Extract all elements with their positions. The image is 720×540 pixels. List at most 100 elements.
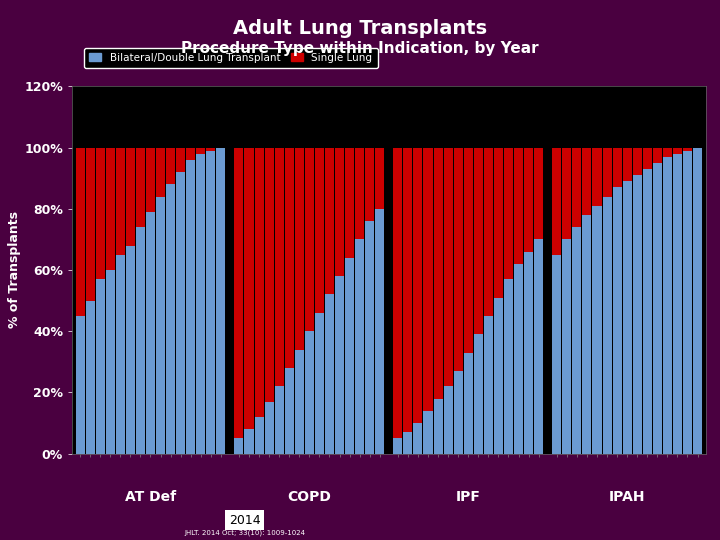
- Bar: [593, 206, 601, 454]
- Bar: [345, 258, 354, 454]
- Bar: [206, 151, 215, 454]
- Bar: [623, 147, 631, 181]
- Bar: [206, 147, 215, 151]
- Bar: [106, 147, 114, 270]
- Bar: [423, 411, 433, 454]
- Bar: [274, 386, 284, 454]
- Bar: [106, 270, 114, 454]
- Bar: [454, 371, 463, 454]
- Text: IPAH: IPAH: [609, 490, 645, 504]
- Bar: [315, 313, 324, 454]
- Bar: [216, 147, 225, 454]
- Bar: [365, 221, 374, 454]
- Bar: [274, 147, 284, 386]
- Text: 2014: 2014: [229, 514, 261, 526]
- Bar: [335, 147, 344, 276]
- Bar: [284, 147, 294, 368]
- Bar: [484, 147, 493, 316]
- Bar: [315, 147, 324, 313]
- Bar: [284, 368, 294, 454]
- Bar: [562, 239, 572, 454]
- Bar: [255, 417, 264, 454]
- Bar: [365, 147, 374, 221]
- Text: Procedure Type within Indication, by Year: Procedure Type within Indication, by Yea…: [181, 40, 539, 56]
- Bar: [572, 227, 581, 454]
- Bar: [245, 429, 253, 454]
- Bar: [166, 184, 175, 454]
- Bar: [136, 147, 145, 227]
- Bar: [494, 147, 503, 298]
- Bar: [572, 147, 581, 227]
- Bar: [86, 147, 94, 301]
- Bar: [325, 294, 334, 454]
- Bar: [393, 438, 402, 454]
- Bar: [96, 147, 104, 279]
- Bar: [514, 264, 523, 454]
- Bar: [454, 147, 463, 371]
- Bar: [504, 147, 513, 279]
- Bar: [176, 172, 185, 454]
- Bar: [245, 147, 253, 429]
- Bar: [683, 151, 692, 454]
- Bar: [444, 386, 453, 454]
- Bar: [413, 423, 423, 454]
- Bar: [514, 147, 523, 264]
- Bar: [375, 209, 384, 454]
- Bar: [623, 181, 631, 454]
- Text: Adult Lung Transplants: Adult Lung Transplants: [233, 19, 487, 38]
- Bar: [305, 331, 314, 454]
- Bar: [603, 197, 611, 454]
- Bar: [325, 147, 334, 294]
- Bar: [433, 399, 443, 454]
- Bar: [403, 147, 413, 432]
- Bar: [673, 147, 682, 154]
- Bar: [116, 147, 125, 255]
- Bar: [663, 147, 672, 157]
- Bar: [444, 147, 453, 386]
- Bar: [693, 147, 702, 454]
- Bar: [96, 279, 104, 454]
- Text: COPD: COPD: [287, 490, 331, 504]
- Legend: Bilateral/Double Lung Transplant, Single Lung: Bilateral/Double Lung Transplant, Single…: [84, 48, 378, 68]
- Bar: [176, 147, 185, 172]
- Bar: [355, 147, 364, 239]
- Bar: [166, 147, 175, 184]
- Bar: [305, 147, 314, 331]
- Bar: [375, 147, 384, 209]
- Bar: [683, 147, 692, 151]
- Bar: [433, 147, 443, 399]
- Bar: [294, 349, 304, 454]
- Bar: [464, 147, 473, 353]
- Text: IPF: IPF: [456, 490, 481, 504]
- Bar: [653, 163, 662, 454]
- Bar: [633, 147, 642, 175]
- Bar: [474, 334, 483, 454]
- Bar: [633, 175, 642, 454]
- Bar: [464, 353, 473, 454]
- Bar: [524, 147, 533, 252]
- Bar: [156, 147, 165, 197]
- Bar: [423, 147, 433, 411]
- Bar: [76, 316, 84, 454]
- Bar: [504, 279, 513, 454]
- Bar: [156, 197, 165, 454]
- Bar: [582, 215, 591, 454]
- Bar: [494, 298, 503, 454]
- Bar: [562, 147, 572, 239]
- Bar: [663, 157, 672, 454]
- Bar: [534, 239, 543, 454]
- Bar: [603, 147, 611, 197]
- Bar: [294, 147, 304, 349]
- Bar: [136, 227, 145, 454]
- Bar: [197, 154, 205, 454]
- Bar: [593, 147, 601, 206]
- Bar: [116, 255, 125, 454]
- Bar: [86, 301, 94, 454]
- Text: AT Def: AT Def: [125, 490, 176, 504]
- Bar: [186, 160, 195, 454]
- Bar: [197, 147, 205, 154]
- Y-axis label: % of Transplants: % of Transplants: [9, 212, 22, 328]
- Text: JHLT. 2014 Oct; 33(10): 1009-1024: JHLT. 2014 Oct; 33(10): 1009-1024: [184, 529, 305, 536]
- Bar: [643, 169, 652, 454]
- Bar: [484, 316, 493, 454]
